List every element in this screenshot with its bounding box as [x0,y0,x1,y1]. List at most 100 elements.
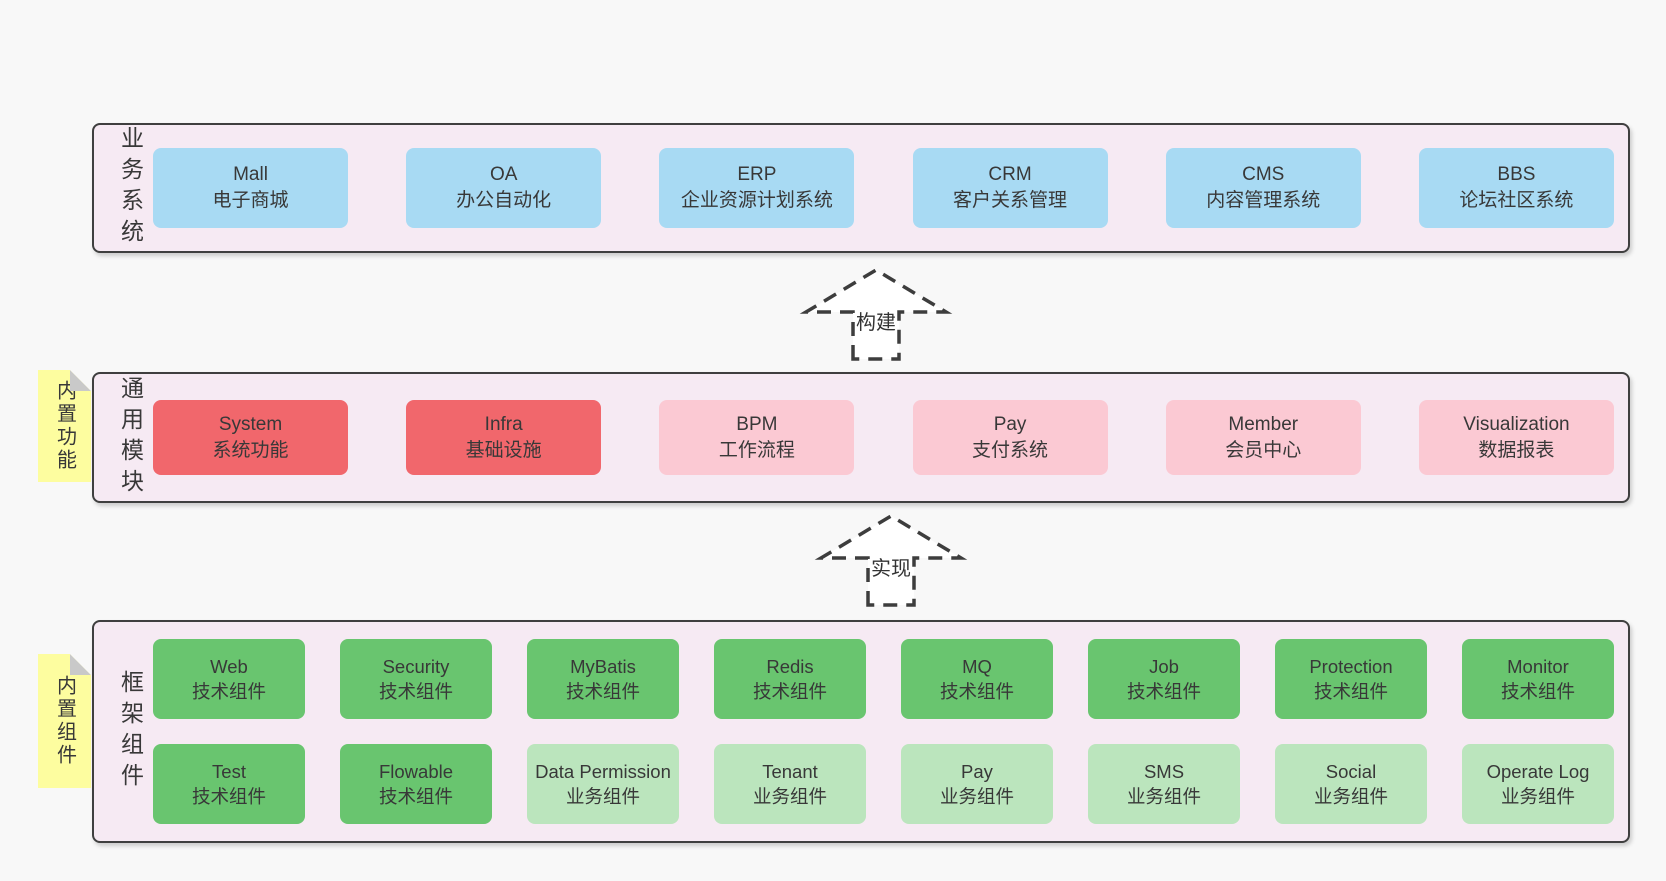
component-box-test: Test 技术组件 [153,744,305,824]
box-title: Redis [766,656,814,677]
note-built-in-components: 内置组件 [38,654,91,788]
box-subtitle: 业务组件 [752,786,827,807]
component-box-pay: Pay 业务组件 [901,744,1053,824]
band-label-components: 框架组件 [117,669,144,794]
box-title: Infra [484,413,523,435]
implement-arrow-icon [814,513,968,607]
box-title: ERP [737,164,777,185]
box-title: Security [382,656,450,677]
box-subtitle: 技术组件 [378,681,453,702]
box-subtitle: 技术组件 [752,681,827,702]
box-subtitle: 业务组件 [1313,786,1388,807]
box-title: System [218,413,283,435]
component-box-redis: Redis 技术组件 [714,639,866,719]
box-subtitle: 技术组件 [378,786,453,807]
box-title: Pay [993,413,1027,435]
implement-arrow-label: 实现 [871,558,911,580]
box-subtitle: 会员中心 [1225,439,1302,461]
box-title: Job [1149,656,1179,677]
module-box-member: Member 会员中心 [1165,400,1361,475]
box-title: CRM [988,164,1032,185]
box-title: SMS [1143,761,1185,782]
box-subtitle: 系统功能 [212,439,289,461]
box-title: Visualization [1463,413,1570,435]
box-subtitle: 技术组件 [1126,681,1201,702]
box-title: OA [489,164,518,185]
band-label-modules: 通用模块 [117,375,144,500]
box-subtitle: 工作流程 [718,439,795,461]
box-subtitle: 技术组件 [565,681,640,702]
component-row-2: Test 技术组件 Flowable 技术组件 Data Permission … [153,744,1614,824]
component-row-1: Web 技术组件 Security 技术组件 MyBatis 技术组件 Redi… [153,639,1614,719]
box-subtitle: 内容管理系统 [1206,190,1321,211]
component-box-social: Social 业务组件 [1275,744,1427,824]
box-subtitle: 技术组件 [191,786,266,807]
box-title: Web [210,656,248,677]
business-box-erp: ERP 企业资源计划系统 [659,148,855,228]
module-box-infra: Infra 基础设施 [406,400,602,475]
component-box-protection: Protection 技术组件 [1275,639,1427,719]
box-subtitle: 业务组件 [939,786,1014,807]
box-title: MyBatis [570,656,636,677]
component-box-job: Job 技术组件 [1088,639,1240,719]
box-subtitle: 基础设施 [465,439,542,461]
component-box-mybatis: MyBatis 技术组件 [527,639,679,719]
build-arrow-label: 构建 [856,312,896,334]
box-subtitle: 电子商城 [212,190,289,211]
build-arrow-icon [799,267,953,361]
box-subtitle: 技术组件 [1313,681,1388,702]
box-title: Pay [961,761,993,782]
component-box-security: Security 技术组件 [340,639,492,719]
box-title: CMS [1242,164,1285,185]
common-modules-band: 通用模块 System 系统功能 Infra 基础设施 BPM 工作流程 Pay… [92,372,1630,503]
box-title: Protection [1309,656,1393,677]
module-box-pay: Pay 支付系统 [912,400,1108,475]
component-box-flowable: Flowable 技术组件 [340,744,492,824]
business-box-bbs: BBS 论坛社区系统 [1418,148,1614,228]
module-box-bpm: BPM 工作流程 [659,400,855,475]
box-title: BPM [736,413,778,435]
band-label-business: 业务系统 [117,126,144,250]
component-box-sms: SMS 业务组件 [1088,744,1240,824]
box-title: BBS [1497,164,1536,185]
box-subtitle: 技术组件 [191,681,266,702]
box-title: Monitor [1507,656,1569,677]
business-boxes: Mall 电子商城 OA 办公自动化 ERP 企业资源计划系统 CRM 客户关系… [153,148,1614,228]
box-title: Social [1325,761,1377,782]
box-subtitle: 论坛社区系统 [1459,190,1574,211]
box-title: Operate Log [1486,761,1590,782]
box-subtitle: 支付系统 [972,439,1049,461]
component-box-mq: MQ 技术组件 [901,639,1053,719]
business-box-mall: Mall 电子商城 [153,148,348,228]
box-title: Member [1228,413,1299,435]
box-subtitle: 技术组件 [939,681,1014,702]
box-subtitle: 数据报表 [1478,439,1555,461]
business-box-cms: CMS 内容管理系统 [1165,148,1361,228]
framework-components-band: 框架组件 Web 技术组件 Security 技术组件 MyBatis 技术组件… [92,620,1630,843]
module-box-system: System 系统功能 [153,400,348,475]
business-systems-band: 业务系统 Mall 电子商城 OA 办公自动化 ERP 企业资源计划系统 CRM… [92,123,1630,253]
component-box-operate-log: Operate Log 业务组件 [1462,744,1614,824]
module-box-visualization: Visualization 数据报表 [1418,400,1614,475]
box-subtitle: 业务组件 [1500,786,1575,807]
component-box-monitor: Monitor 技术组件 [1462,639,1614,719]
box-subtitle: 客户关系管理 [953,190,1068,211]
box-title: MQ [962,656,992,677]
business-box-crm: CRM 客户关系管理 [912,148,1108,228]
module-boxes: System 系统功能 Infra 基础设施 BPM 工作流程 Pay 支付系统… [153,400,1614,475]
component-rows: Web 技术组件 Security 技术组件 MyBatis 技术组件 Redi… [153,639,1614,824]
box-subtitle: 技术组件 [1500,681,1575,702]
box-title: Test [212,761,246,782]
box-subtitle: 业务组件 [1126,786,1201,807]
component-box-data-permission: Data Permission 业务组件 [527,744,679,824]
box-subtitle: 办公自动化 [456,190,552,211]
box-subtitle: 业务组件 [565,786,640,807]
box-title: Data Permission [535,761,671,782]
box-title: Mall [233,164,268,185]
note-built-in-features: 内置功能 [38,370,91,482]
box-title: Tenant [762,761,818,782]
component-box-web: Web 技术组件 [153,639,305,719]
box-subtitle: 企业资源计划系统 [680,190,833,211]
component-box-tenant: Tenant 业务组件 [714,744,866,824]
box-title: Flowable [378,761,454,782]
